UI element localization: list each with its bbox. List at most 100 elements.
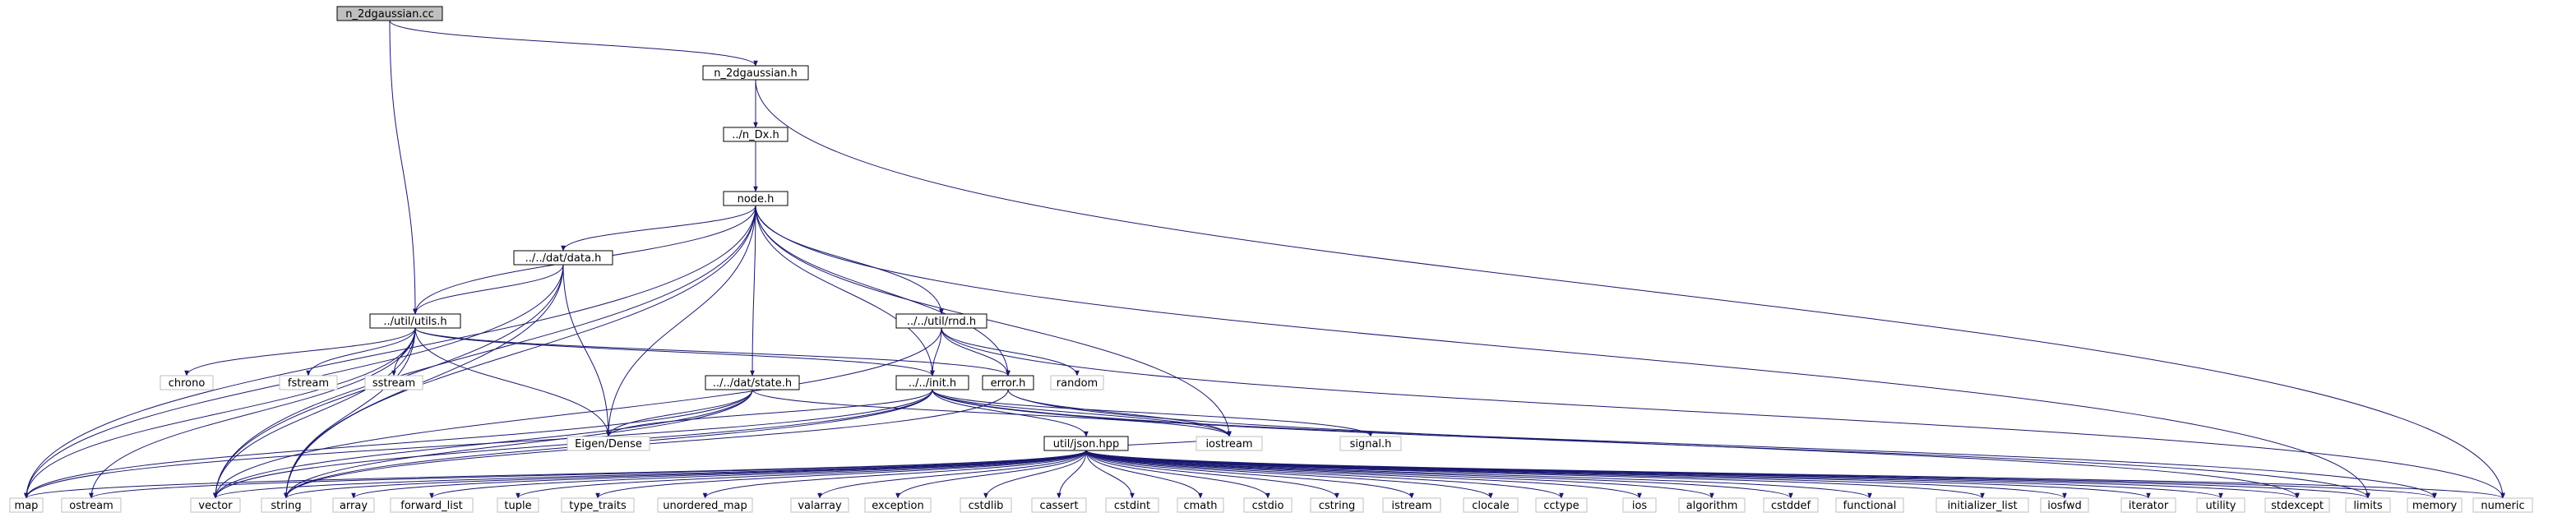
node-label: ../../util/rnd.h [907, 316, 976, 328]
edge-utils-to-chrono [184, 327, 416, 376]
node-error[interactable]: error.h [982, 375, 1034, 390]
edge-init-to-eigen [606, 389, 933, 437]
edge-json-to-type_traits [595, 450, 1087, 499]
edge-json-to-forward_list [429, 450, 1087, 499]
edge-json-to-algorithm [1085, 450, 1714, 499]
node-box [279, 375, 338, 390]
node-box [2345, 497, 2391, 513]
edge-error-to-stdexcept [1007, 389, 2300, 499]
node-box [1196, 436, 1263, 451]
node-box [261, 497, 312, 513]
edge-json-to-initializer_list [1085, 450, 1985, 499]
node-label: algorithm [1686, 500, 1738, 512]
node-cmath: cmath [1177, 497, 1224, 513]
node-box [864, 497, 932, 513]
node-label: ios [1632, 500, 1648, 512]
node-exception: exception [864, 497, 932, 513]
node-state[interactable]: ../../dat/state.h [705, 375, 800, 390]
edge-rnd-to-vector [213, 327, 942, 499]
edge-json-to-functional [1085, 450, 1872, 499]
edge-node-to-init [755, 205, 935, 376]
node-box [960, 497, 1012, 513]
node-label: ../util/utils.h [383, 316, 446, 328]
node-label: n_2dgaussian.h [714, 67, 797, 80]
edge-json-to-cstdint [1085, 450, 1135, 499]
node-box [1835, 497, 1904, 513]
node-box [723, 127, 789, 142]
node-label: cstdlib [969, 500, 1004, 512]
node-label: array [340, 500, 368, 512]
edge-json-to-cstdlib [983, 450, 1087, 499]
node-label: ../n_Dx.h [732, 129, 779, 141]
node-type_traits: type_traits [561, 497, 635, 513]
node-label: map [15, 500, 39, 512]
node-node[interactable]: node.h [723, 191, 789, 206]
node-label: sstream [372, 377, 415, 390]
node-ios: ios [1622, 497, 1657, 513]
edge-json-to-ostream [89, 450, 1087, 499]
edge-json-to-utility [1085, 450, 2223, 499]
edge-utils-to-string [284, 327, 416, 499]
node-box [497, 497, 539, 513]
node-box [1535, 497, 1588, 513]
node-label: cmath [1183, 500, 1217, 512]
node-cc[interactable]: n_2dgaussian.cc [336, 6, 443, 21]
node-label: functional [1843, 500, 1897, 512]
node-vector: vector [190, 497, 241, 513]
node-ndx[interactable]: ../n_Dx.h [723, 127, 789, 142]
node-data[interactable]: ../../dat/data.h [513, 250, 613, 266]
node-box [1043, 436, 1129, 451]
node-string: string [261, 497, 312, 513]
node-label: forward_list [400, 500, 462, 512]
node-init[interactable]: ../../init.h [895, 375, 969, 390]
node-limits: limits [2345, 497, 2391, 513]
node-cstddef: cstddef [1763, 497, 1819, 513]
edge-utils-to-fstream [306, 327, 416, 376]
edge-init-to-memory [932, 389, 2437, 499]
node-label: unordered_map [663, 500, 747, 512]
node-label: tuple [504, 500, 531, 512]
node-box [567, 436, 650, 451]
node-box [61, 497, 122, 513]
node-box [2196, 497, 2245, 513]
edge-utils-to-init [414, 327, 935, 376]
node-box [1243, 497, 1293, 513]
edge-utils-to-vector [213, 327, 416, 499]
node-label: cctype [1543, 500, 1579, 512]
edge-json-to-cctype [1085, 450, 1564, 499]
node-box [1105, 497, 1159, 513]
node-memory: memory [2407, 497, 2463, 513]
node-algorithm: algorithm [1678, 497, 1746, 513]
node-h[interactable]: n_2dgaussian.h [702, 65, 809, 81]
edge-node-to-map [24, 205, 756, 499]
edge-node-to-limits [755, 205, 2370, 499]
node-label: numeric [2481, 500, 2524, 512]
node-cstdlib: cstdlib [960, 497, 1012, 513]
node-label: chrono [169, 377, 206, 390]
edge-rnd-to-random [941, 327, 1080, 376]
node-label: util/json.hpp [1053, 438, 1119, 450]
node-box [2120, 497, 2176, 513]
node-box [723, 191, 789, 206]
node-box [1050, 375, 1104, 390]
node-box [513, 250, 613, 266]
node-rnd[interactable]: ../../util/rnd.h [895, 313, 987, 329]
node-label: cassert [1039, 500, 1078, 512]
node-json[interactable]: util/json.hpp [1043, 436, 1129, 451]
node-utils[interactable]: ../util/utils.h [369, 313, 461, 329]
edge-node-to-state [750, 205, 756, 376]
node-label: fstream [288, 377, 329, 390]
node-valarray: valarray [790, 497, 849, 513]
node-box [1382, 497, 1441, 513]
node-label: memory [2412, 500, 2458, 512]
edge-json-to-limits [1085, 450, 2370, 499]
node-box [364, 375, 423, 390]
edge-json-to-cstddef [1085, 450, 1793, 499]
node-box [1339, 436, 1402, 451]
edge-rnd-to-error [941, 327, 1011, 376]
node-utility: utility [2196, 497, 2245, 513]
node-label: ../../init.h [909, 377, 956, 390]
node-random: random [1050, 375, 1104, 390]
node-iosfwd: iosfwd [2040, 497, 2089, 513]
edge-utils-to-eigen [414, 327, 611, 437]
